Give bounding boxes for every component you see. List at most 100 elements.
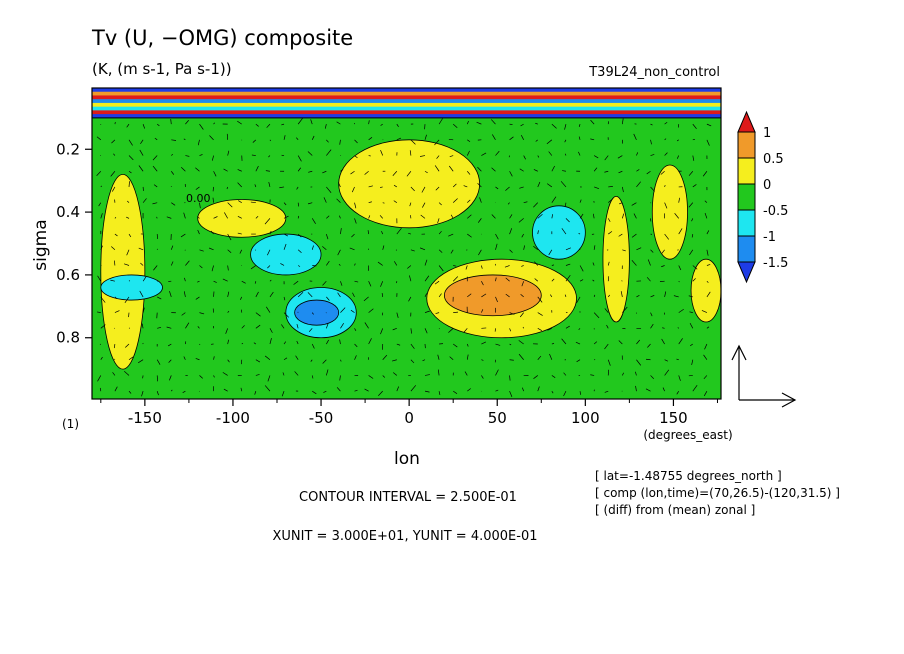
wind-vector — [324, 124, 327, 129]
wind-vector — [238, 200, 242, 203]
wind-vector — [593, 294, 596, 298]
wind-vector — [703, 375, 708, 380]
wind-vector — [280, 263, 285, 266]
wind-vector — [296, 340, 299, 345]
wind-vector — [533, 245, 538, 251]
wind-vector — [579, 279, 584, 282]
wind-vector — [212, 197, 214, 203]
wind-vector — [579, 391, 581, 395]
wind-vectors — [96, 117, 712, 398]
wind-vector — [264, 385, 271, 392]
wind-vector — [691, 234, 694, 238]
wind-vector — [227, 310, 230, 313]
wind-vector — [378, 390, 383, 396]
wind-vector — [322, 246, 327, 251]
wind-vector — [227, 265, 229, 271]
wind-vector — [620, 291, 623, 297]
wind-vector — [368, 120, 370, 125]
wind-vector — [354, 328, 357, 331]
wind-vector — [407, 265, 412, 269]
wind-vector — [110, 171, 116, 177]
wind-vector — [124, 371, 130, 376]
wind-vector — [537, 312, 543, 316]
wind-vector — [495, 296, 498, 303]
wind-vector — [578, 136, 581, 140]
wind-vector — [340, 281, 343, 286]
wind-vector — [635, 371, 637, 376]
wind-vector — [518, 218, 524, 223]
contour-label: 0.00 — [186, 192, 211, 205]
colorbar-segment — [737, 183, 756, 211]
wind-vector — [96, 311, 101, 313]
wind-vector — [197, 326, 200, 329]
wind-vector — [523, 155, 526, 160]
wind-vector — [294, 371, 299, 376]
wind-vector — [199, 249, 204, 252]
wind-vector — [128, 170, 132, 174]
chart-subtitle: (K, (m s-1, Pa s-1)) — [92, 60, 232, 78]
wind-vector — [96, 171, 102, 177]
wind-vector — [241, 342, 244, 345]
wind-vector — [692, 155, 695, 161]
wind-vector — [311, 312, 314, 315]
wind-vector — [607, 294, 610, 298]
wind-vector — [171, 153, 174, 156]
wind-vector — [578, 328, 581, 330]
wind-vector — [650, 139, 652, 145]
wind-vector — [593, 312, 600, 319]
wind-vector — [227, 202, 233, 208]
wind-vector — [142, 307, 145, 313]
wind-vector — [368, 185, 373, 188]
wind-vector — [100, 245, 103, 250]
wind-vector — [308, 328, 313, 333]
wind-vector — [352, 292, 355, 298]
wind-vector — [212, 155, 214, 161]
wind-vector — [396, 123, 399, 127]
wind-vector — [253, 342, 257, 345]
wind-vector — [467, 233, 472, 238]
wind-vector — [307, 292, 313, 298]
wind-vector — [114, 296, 117, 299]
wind-vector — [575, 341, 581, 345]
wind-vector — [339, 375, 341, 381]
top-band-layer-1 — [92, 91, 721, 96]
wind-vector — [393, 184, 398, 188]
wind-vector — [336, 121, 341, 125]
y-tick-label: 0.6 — [56, 266, 80, 284]
wind-vector — [322, 280, 327, 286]
wind-vector — [326, 139, 329, 143]
wind-vector — [354, 263, 356, 266]
wind-vector — [579, 199, 582, 203]
wind-vector — [185, 120, 189, 125]
wind-vector — [607, 359, 611, 366]
wind-vector — [368, 308, 374, 313]
wind-vector — [97, 375, 102, 382]
wind-vector — [128, 390, 132, 394]
wind-vector — [495, 233, 499, 240]
wind-vector — [410, 328, 412, 334]
wind-vector — [495, 186, 499, 190]
wind-vector — [424, 390, 430, 393]
wind-vector — [213, 171, 217, 177]
wind-vector — [692, 384, 698, 392]
wind-vector — [706, 326, 710, 329]
wind-vector — [646, 277, 651, 282]
wind-vector — [621, 213, 625, 219]
wind-vector — [199, 202, 201, 209]
wind-vector — [706, 249, 709, 256]
wind-vector — [523, 245, 525, 250]
wind-vector — [564, 202, 567, 207]
wind-vector — [621, 186, 624, 193]
wind-vector — [142, 276, 147, 282]
wind-vector — [123, 263, 130, 266]
wind-vector — [479, 197, 482, 203]
colorbar-top-cap — [737, 110, 756, 133]
wind-vector — [380, 149, 384, 156]
wind-vector — [564, 124, 567, 130]
wind-vector — [239, 249, 243, 254]
y-tick-label: 0.2 — [56, 140, 80, 158]
wind-vector — [326, 233, 329, 240]
wind-vector — [152, 202, 158, 205]
wind-vector — [152, 165, 158, 172]
wind-vector — [227, 339, 229, 345]
